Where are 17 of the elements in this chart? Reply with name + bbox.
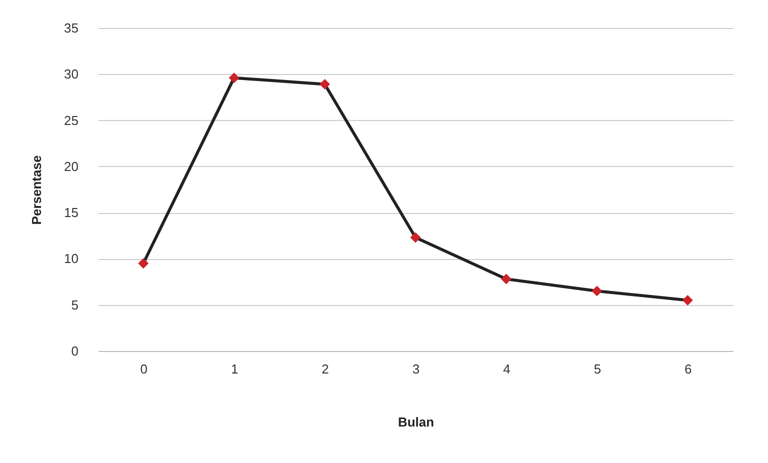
x-tick-label: 5 bbox=[594, 362, 602, 376]
y-tick-label: 25 bbox=[64, 112, 78, 128]
x-tick-label: 6 bbox=[684, 362, 692, 376]
y-tick-label: 30 bbox=[64, 66, 78, 82]
x-tick-label: 1 bbox=[230, 362, 238, 376]
y-tick-label: 0 bbox=[71, 344, 78, 358]
y-tick-label: 15 bbox=[64, 205, 78, 220]
y-tick-label: 5 bbox=[71, 297, 78, 312]
x-tick-label: 4 bbox=[503, 362, 510, 376]
x-tick-label: 2 bbox=[322, 362, 329, 376]
x-axis-title: Bulan bbox=[398, 414, 434, 430]
y-tick-label: 10 bbox=[64, 251, 78, 266]
y-tick-label: 20 bbox=[64, 158, 78, 174]
y-axis-title: Persentase bbox=[29, 155, 44, 225]
x-tick-label: 3 bbox=[412, 362, 420, 376]
x-tick-label: 0 bbox=[140, 362, 148, 376]
y-tick-label: 35 bbox=[64, 20, 78, 36]
